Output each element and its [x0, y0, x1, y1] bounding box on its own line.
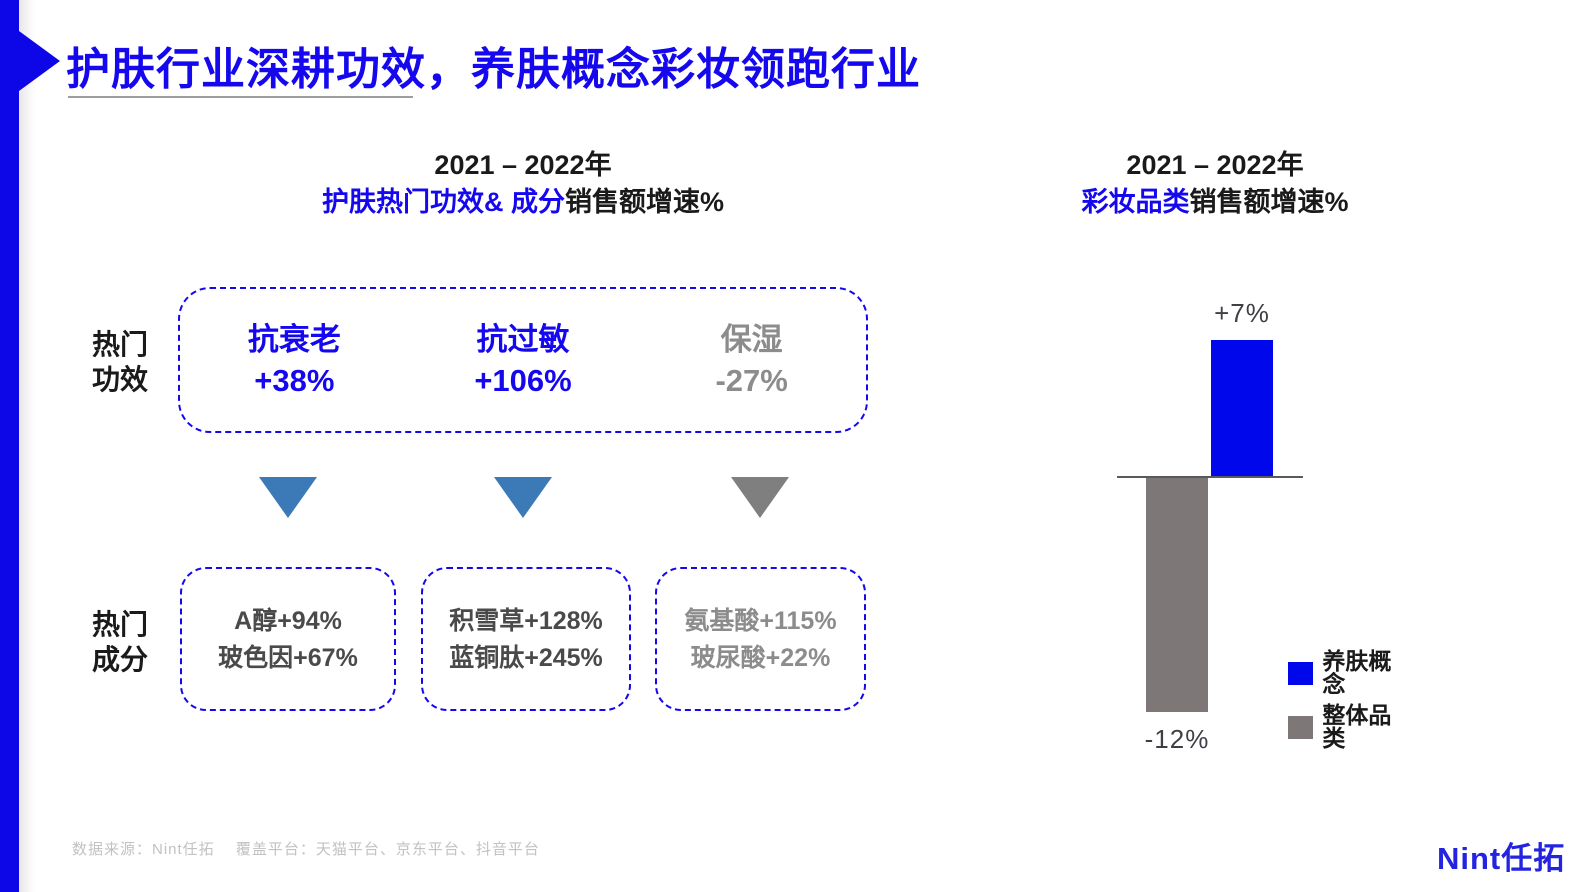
function-value: +38% — [254, 363, 335, 398]
ingredient-line: 蓝铜肽+245% — [449, 643, 603, 672]
bar-value-label: -12% — [1144, 724, 1210, 754]
ingredient-box-moisturizing: 氨基酸+115% 玻尿酸+22% — [655, 567, 866, 711]
bar-value-label: +7% — [1214, 297, 1270, 328]
functions-row-label: 热门 功效 — [80, 327, 160, 397]
function-item-anti-allergy: 抗过敏 +106% — [409, 289, 638, 431]
left-chart-header-line1: 2021 – 2022年 — [434, 150, 612, 180]
function-name: 抗衰老 — [247, 322, 341, 357]
ingredient-line: A醇+94% — [234, 606, 342, 635]
page-title: 护肤行业深耕功效，养肤概念彩妆领跑行业 — [66, 45, 921, 94]
right-chart-header-rest: 销售额增速% — [1189, 187, 1349, 217]
left-accent-shadow — [19, 0, 35, 892]
function-item-moisturizing: 保湿 -27% — [637, 289, 866, 431]
chart-axis-line — [1117, 476, 1303, 478]
right-chart-header-highlight: 彩妆品类 — [1081, 187, 1190, 217]
title-arrow-icon — [19, 31, 60, 91]
left-chart-header-rest: 销售额增速% — [564, 187, 724, 217]
legend-row: 整体品类 — [1288, 704, 1400, 750]
ingredient-line: 玻色因+67% — [218, 643, 358, 672]
function-value: -27% — [715, 363, 788, 398]
function-item-anti-aging: 抗衰老 +38% — [180, 289, 409, 431]
ingredients-row-label: 热门 成分 — [80, 607, 160, 677]
bar-overall-category — [1146, 478, 1208, 712]
function-name: 保湿 — [720, 322, 783, 357]
right-chart-header-line1: 2021 – 2022年 — [1126, 150, 1304, 180]
left-chart-header-line2: 护肤热门功效& 成分销售额增速% — [178, 184, 868, 221]
down-triangle-icon — [259, 477, 317, 518]
ingredients-row-label-line2: 成分 — [91, 644, 148, 675]
bar-skin-care-concept — [1211, 339, 1273, 476]
down-triangle-icon — [494, 477, 552, 518]
legend-label: 整体品类 — [1322, 702, 1392, 751]
legend-swatch-blue — [1288, 661, 1314, 685]
title-underline — [68, 96, 413, 98]
down-triangle-icon — [731, 477, 789, 518]
right-chart-header-line2: 彩妆品类销售额增速% — [1030, 184, 1400, 221]
left-accent-bar — [0, 0, 19, 892]
data-source-note: 数据来源：Nint任拓 覆盖平台：天猫平台、京东平台、抖音平台 — [72, 841, 540, 858]
functions-row-label-line2: 功效 — [91, 364, 148, 395]
right-chart-header: 2021 – 2022年 彩妆品类销售额增速% — [1030, 147, 1400, 221]
left-chart-header-highlight: 护肤热门功效& 成分 — [321, 187, 565, 217]
ingredient-box-anti-allergy: 积雪草+128% 蓝铜肽+245% — [421, 567, 631, 711]
function-value: +106% — [474, 363, 572, 398]
chart-legend: 养肤概念 整体品类 — [1288, 650, 1400, 750]
legend-swatch-gray — [1288, 715, 1314, 739]
hot-functions-box: 抗衰老 +38% 抗过敏 +106% 保湿 -27% — [178, 287, 868, 433]
ingredient-line: 积雪草+128% — [449, 606, 603, 635]
legend-label: 养肤概念 — [1322, 648, 1392, 697]
function-name: 抗过敏 — [476, 322, 570, 357]
nint-logo: Nint任拓 — [1437, 841, 1566, 876]
ingredient-line: 玻尿酸+22% — [690, 643, 831, 672]
legend-row: 养肤概念 — [1288, 650, 1400, 696]
ingredient-box-anti-aging: A醇+94% 玻色因+67% — [180, 567, 396, 711]
makeup-growth-bar-chart: +7% -12% 养肤概念 整体品类 — [1050, 270, 1400, 780]
functions-row-label-line1: 热门 — [91, 329, 148, 360]
ingredients-row-label-line1: 热门 — [91, 609, 148, 640]
ingredient-line: 氨基酸+115% — [684, 606, 837, 635]
left-chart-header: 2021 – 2022年 护肤热门功效& 成分销售额增速% — [178, 147, 868, 221]
